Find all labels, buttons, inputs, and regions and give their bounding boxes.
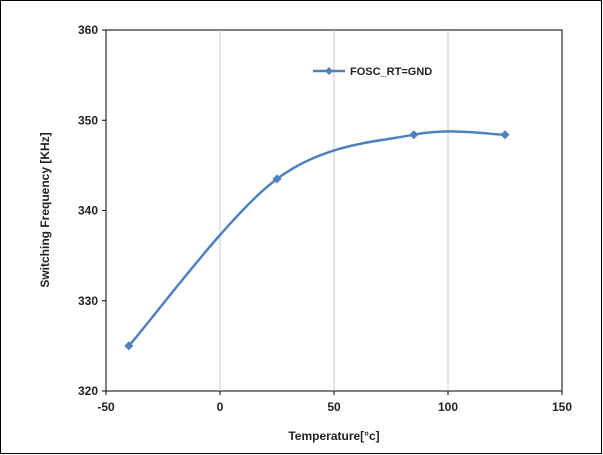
gridlines (219, 30, 449, 391)
x-tick-label: 100 (438, 400, 458, 414)
y-axis-title: Switching Frequency [KHz] (38, 132, 52, 287)
y-tick-label: 330 (78, 294, 98, 308)
data-point (409, 130, 419, 140)
x-tick-label: 0 (217, 400, 224, 414)
x-tick-label: 50 (327, 400, 341, 414)
y-axis-ticks: 320 330 340 350 360 (78, 23, 106, 398)
data-point (124, 341, 134, 351)
y-tick-label: 350 (78, 113, 98, 127)
data-point (272, 174, 282, 184)
x-tick-label: -50 (97, 400, 115, 414)
data-point (500, 130, 510, 140)
y-tick-label: 320 (78, 384, 98, 398)
x-axis-title: Temperature[°c] (288, 429, 379, 443)
legend: FOSC_RT=GND (313, 66, 432, 78)
series-line (127, 130, 506, 347)
y-tick-label: 340 (78, 204, 98, 218)
series-group (124, 130, 510, 351)
x-axis-ticks: -50 0 50 100 150 (97, 391, 572, 414)
legend-marker (325, 67, 333, 75)
y-tick-label: 360 (78, 23, 98, 37)
x-tick-label: 150 (552, 400, 572, 414)
legend-label: FOSC_RT=GND (350, 66, 432, 78)
